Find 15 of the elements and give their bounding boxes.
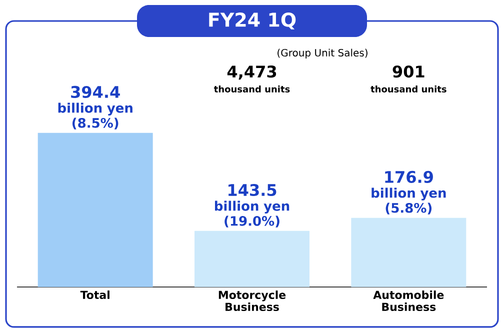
annotation: billion yen (19.0%) [215, 200, 290, 228]
text: thousand units [370, 86, 446, 92]
x-tick-label: Automobile Business [373, 290, 444, 312]
x-tick-label: Motorcycle Business [218, 290, 286, 312]
annotation: billion yen (5.8%) [372, 188, 446, 214]
text: thousand units [214, 86, 290, 92]
text: 901 [392, 66, 424, 78]
data-label: 176.9 [385, 170, 433, 184]
text: 4,473 [227, 66, 276, 80]
chart-title: FY24 1Q [209, 12, 296, 30]
data-label: 143.5 [228, 184, 276, 196]
chart-subtitle: (Group Unit Sales) [278, 48, 368, 58]
text: billion yen (8.5%) [58, 102, 132, 130]
data-label: 394.4 [71, 86, 120, 98]
x-tick-label: Total [80, 290, 110, 300]
